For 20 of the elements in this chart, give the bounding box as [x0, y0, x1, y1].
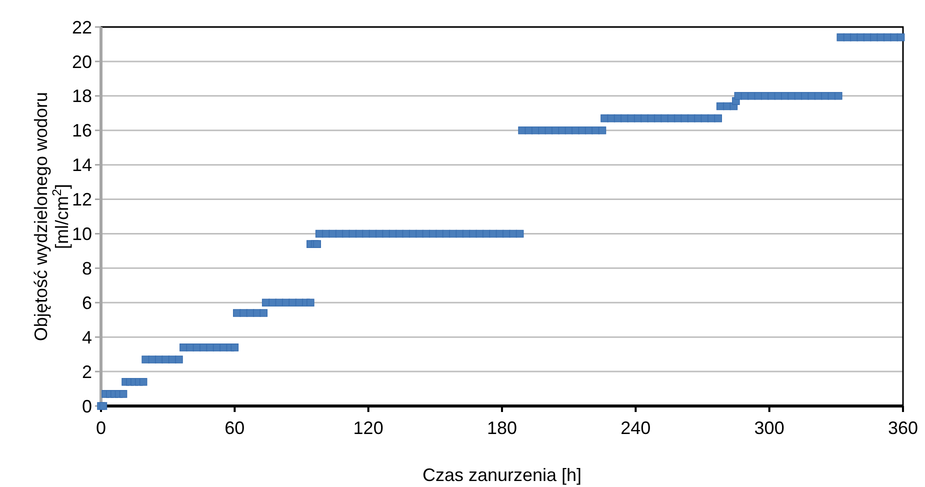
y-tick-label: 10	[72, 224, 92, 244]
y-tick-label: 12	[72, 190, 92, 210]
x-tick-label: 240	[620, 418, 651, 438]
y-tick-label: 6	[82, 292, 92, 313]
y-tick-label: 22	[72, 17, 92, 38]
x-axis-title: Czas zanurzenia [h]	[422, 465, 582, 485]
y-tick-label: 0	[82, 396, 92, 416]
y-tick-label: 4	[82, 327, 92, 348]
x-tick-label: 0	[96, 418, 106, 438]
y-tick-label: 16	[72, 120, 92, 141]
y-tick-label: 8	[82, 258, 92, 278]
x-tick-label: 360	[888, 418, 918, 438]
x-tick-label: 120	[353, 418, 384, 438]
y-tick-label: 2	[82, 362, 92, 382]
x-tick-label: 300	[754, 418, 784, 438]
x-tick-label: 180	[486, 418, 518, 438]
y-tick-label: 14	[72, 155, 92, 176]
y-tick-label: 18	[72, 86, 92, 106]
x-tick-label: 60	[224, 418, 245, 438]
y-tick-label: 20	[72, 52, 92, 72]
